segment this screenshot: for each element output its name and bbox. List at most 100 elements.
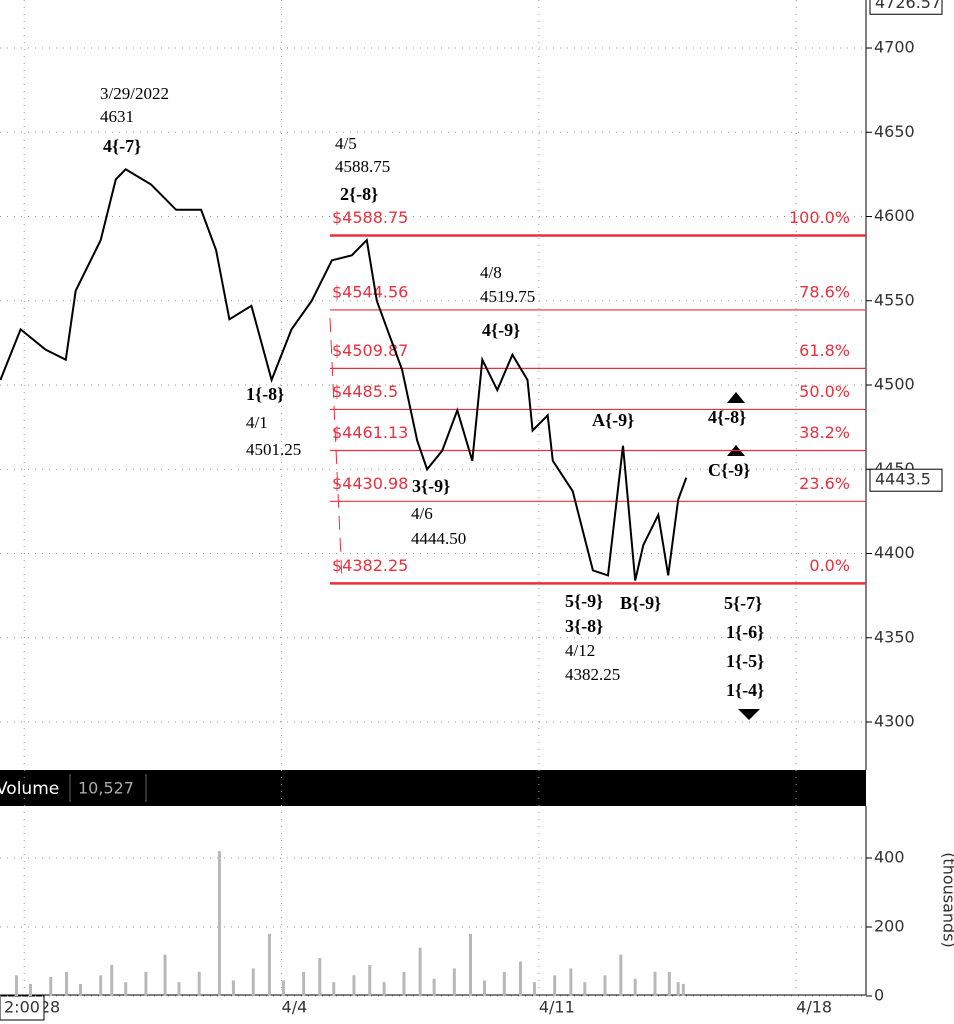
annotation: 4{-8}	[708, 407, 746, 427]
volume-bar	[583, 982, 587, 996]
volume-title: Volume	[0, 779, 59, 799]
volume-bar	[368, 964, 372, 996]
volume-bar	[402, 971, 406, 996]
volume-last: 10,527	[78, 779, 134, 798]
fib-price-label: $4430.98	[332, 474, 408, 493]
fib-percent-label: 61.8%	[799, 341, 850, 360]
annotation: 4519.75	[480, 287, 535, 306]
x-tick-label: 4/11	[539, 998, 575, 1017]
annotation: 1{-8}	[246, 384, 284, 404]
volume-bar	[468, 933, 472, 996]
volume-bar	[452, 968, 456, 996]
fib-percent-label: 38.2%	[799, 423, 850, 442]
fib-percent-label: 23.6%	[799, 474, 850, 493]
annotation: 4/1	[246, 413, 268, 432]
volume-bar	[653, 971, 657, 996]
volume-bar	[251, 968, 255, 996]
volume-bar	[382, 982, 386, 996]
annotation: 4/8	[480, 263, 502, 282]
annotation: 4/6	[411, 504, 433, 523]
annotation: 4588.75	[335, 157, 390, 176]
volume-bar	[667, 971, 671, 996]
annotation: B{-9}	[620, 593, 661, 613]
annotation: 3{-9}	[412, 476, 450, 496]
volume-bar	[231, 980, 235, 996]
fib-percent-label: 100.0%	[789, 208, 850, 227]
volume-bar	[482, 980, 486, 996]
y-tick-label: 4700	[874, 38, 915, 57]
volume-bar	[532, 982, 536, 996]
top-price-label: 4726.57	[875, 0, 941, 12]
volume-bar	[163, 954, 167, 996]
volume-bar	[197, 971, 201, 996]
annotation: 4501.25	[246, 440, 301, 459]
volume-bar	[332, 982, 336, 996]
volume-bar	[418, 947, 422, 996]
annotation: 3{-8}	[565, 616, 603, 636]
volume-bar	[110, 964, 114, 996]
y-tick-label: 4550	[874, 290, 915, 309]
volume-header	[0, 770, 866, 806]
volume-bar	[217, 851, 221, 996]
volume-bar	[124, 982, 128, 996]
fib-price-label: $4382.25	[332, 556, 408, 575]
arrow-down	[738, 709, 760, 720]
annotation: 4444.50	[411, 529, 466, 548]
y-tick-label: 4650	[874, 122, 915, 141]
volume-bar	[518, 961, 522, 996]
annotation: 5{-7}	[724, 593, 762, 613]
annotation: 4{-7}	[103, 136, 141, 156]
annotation: 4382.25	[565, 665, 620, 684]
volume-bar	[432, 978, 436, 996]
annotation: 1{-6}	[726, 622, 764, 642]
annotation: 4{-9}	[482, 320, 520, 340]
volume-bar	[65, 971, 69, 996]
fib-percent-label: 0.0%	[809, 556, 850, 575]
x-tick-label: 4/4	[282, 998, 308, 1017]
arrow-up	[727, 392, 745, 403]
y-tick-label: 4500	[874, 375, 915, 394]
volume-bar	[676, 982, 680, 996]
volume-bar	[302, 971, 306, 996]
volume-bar	[281, 980, 285, 996]
y-tick-label: 4350	[874, 627, 915, 646]
annotation: 2{-8}	[340, 184, 378, 204]
top-price-label-box	[869, 0, 943, 15]
volume-bar	[144, 971, 148, 996]
volume-bar	[78, 983, 82, 996]
annotation: A{-9}	[592, 410, 634, 430]
annotation: 5{-9}	[565, 591, 603, 611]
volume-bar	[318, 958, 322, 996]
annotation: 4/12	[565, 641, 595, 660]
last-price-label-box	[869, 468, 943, 492]
volume-bar	[619, 954, 623, 996]
volume-bar	[633, 978, 637, 996]
y-tick-label: 200	[874, 916, 905, 935]
volume-bar	[603, 975, 607, 996]
y-tick-label: 4600	[874, 206, 915, 225]
y-tick-label: 400	[874, 847, 905, 866]
annotation: 1{-4}	[726, 680, 764, 700]
fib-percent-label: 50.0%	[799, 382, 850, 401]
x-tick-label: 4/18	[796, 998, 832, 1017]
fib-price-label: $4544.56	[332, 282, 408, 301]
y-tick-label: 4400	[874, 543, 915, 562]
volume-bar	[553, 975, 557, 996]
volume-bar	[267, 933, 271, 996]
price-line	[0, 168, 688, 581]
annotation: C{-9}	[708, 460, 750, 480]
annotation: 3/29/2022	[100, 84, 169, 103]
volume-bar	[352, 975, 356, 996]
cursor-time: 2:00	[4, 998, 40, 1017]
cursor-time-box	[0, 995, 45, 1021]
fib-price-label: $4461.13	[332, 423, 408, 442]
annotation: 1{-5}	[726, 651, 764, 671]
volume-bar	[502, 971, 506, 996]
annotation: 4/5	[335, 134, 357, 153]
volume-bar	[681, 983, 685, 996]
volume-bar	[177, 982, 181, 996]
y-axis-label: (thousands)	[940, 852, 954, 948]
volume-bar	[29, 983, 33, 996]
